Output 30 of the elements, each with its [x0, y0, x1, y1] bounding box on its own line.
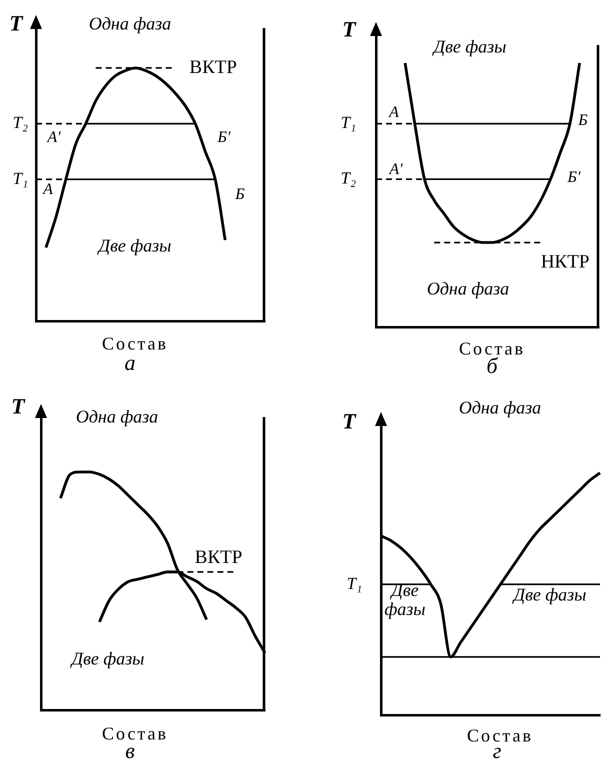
- annotation: А′: [46, 129, 62, 146]
- text: Одна фаза: [458, 398, 542, 418]
- annotation: А: [388, 104, 400, 122]
- annotation: Одна фаза: [426, 278, 510, 299]
- text: Две фазы: [432, 36, 506, 57]
- annotation: Две фазы: [384, 580, 426, 620]
- series-label: T₂: [12, 113, 28, 132]
- series-label: ВКТР: [194, 546, 242, 568]
- series-label: НКТР: [540, 252, 590, 272]
- annotation: Б′: [566, 169, 581, 186]
- annotation: Б′: [216, 129, 231, 146]
- y-axis-title: T: [342, 408, 358, 434]
- x-axis-title: Состав: [102, 724, 168, 744]
- y-axis-title: T: [9, 10, 24, 36]
- series-label: T₁: [340, 113, 356, 132]
- series-label: T₂: [340, 168, 356, 188]
- annotation: А′: [388, 161, 404, 178]
- y-axis-title: T: [11, 394, 26, 419]
- annotation: Две фазы: [96, 236, 172, 256]
- text: Одна фаза: [88, 14, 172, 34]
- annotation: А: [42, 181, 54, 198]
- series-label: T₁: [346, 574, 362, 593]
- y-axis-title: T: [342, 16, 358, 42]
- annotation: Две фазы: [512, 584, 586, 605]
- series-label: ВКТР: [189, 56, 237, 78]
- annotation: Две фазы: [70, 648, 144, 669]
- series-label: T₁: [12, 168, 28, 188]
- annotation: Б: [577, 112, 588, 130]
- annotation: Б: [234, 186, 246, 204]
- text: Одна фаза: [76, 406, 158, 427]
